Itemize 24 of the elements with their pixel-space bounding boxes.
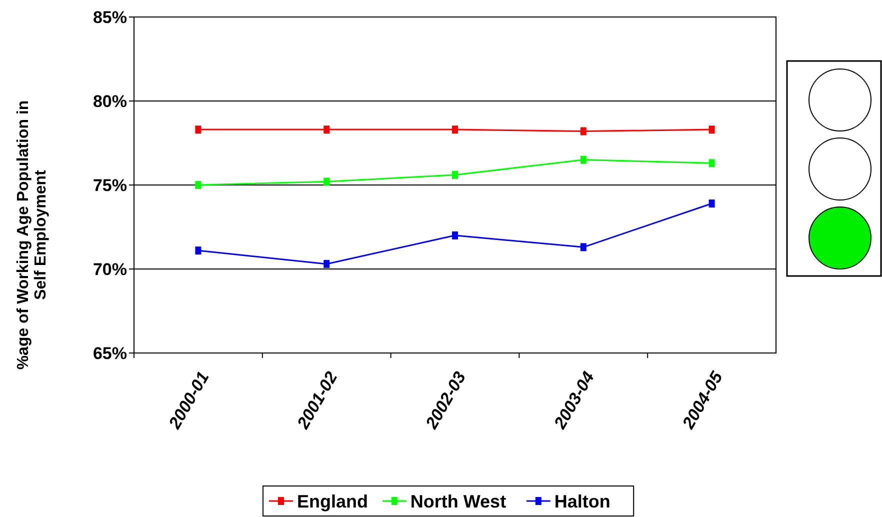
point: [452, 126, 458, 134]
point: [195, 181, 202, 189]
legend-label: North West: [410, 491, 506, 512]
point: [452, 170, 458, 179]
legend-label: England: [297, 491, 368, 512]
legend-label: Halton: [554, 491, 610, 512]
y-tick-label: 65%: [92, 344, 127, 363]
y-tick-label: 80%: [92, 92, 127, 111]
point: [195, 246, 202, 255]
point: [195, 126, 202, 134]
y-tick-label: 75%: [92, 176, 127, 195]
y-tick-label: 70%: [92, 260, 127, 279]
point: [708, 199, 715, 208]
point: [580, 127, 586, 136]
point: [324, 178, 330, 186]
point: [452, 231, 458, 240]
point: [708, 126, 715, 134]
point: [324, 126, 330, 134]
y-tick-label: 85%: [92, 8, 127, 27]
point: [324, 260, 330, 268]
point: [580, 243, 586, 252]
point: [580, 156, 586, 164]
y-axis-title: %age of Working Age Population in Self Employment: [15, 100, 50, 370]
point: [708, 159, 715, 168]
